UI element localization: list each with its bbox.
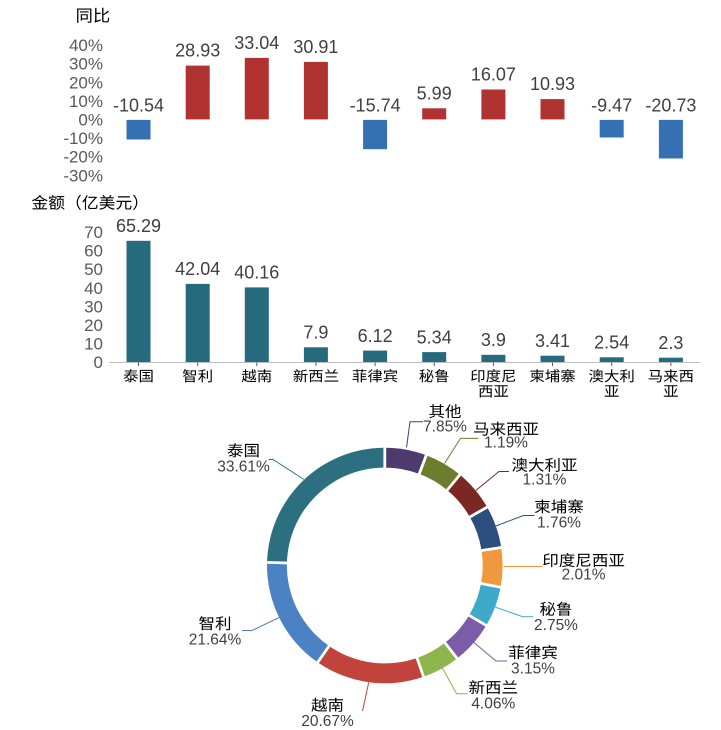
svg-text:7.9: 7.9	[303, 323, 328, 343]
svg-text:65.29: 65.29	[116, 216, 161, 236]
svg-text:-15.74: -15.74	[350, 96, 401, 116]
svg-text:40: 40	[84, 279, 103, 298]
svg-text:10%: 10%	[69, 92, 103, 111]
svg-text:-10%: -10%	[63, 129, 103, 148]
svg-text:-10.54: -10.54	[113, 96, 164, 116]
svg-text:16.07: 16.07	[471, 65, 516, 85]
svg-text:2.75%: 2.75%	[534, 617, 578, 634]
svg-text:4.06%: 4.06%	[471, 696, 515, 713]
svg-text:70: 70	[84, 223, 103, 242]
svg-text:0%: 0%	[78, 111, 103, 130]
svg-text:3.15%: 3.15%	[511, 661, 555, 678]
svg-text:5.99: 5.99	[417, 83, 452, 103]
svg-text:60: 60	[84, 242, 103, 261]
svg-text:5.34: 5.34	[417, 327, 452, 347]
svg-text:-30%: -30%	[63, 166, 103, 185]
svg-text:7.85%: 7.85%	[423, 418, 467, 435]
svg-text:-20.73: -20.73	[645, 96, 696, 116]
svg-text:2.01%: 2.01%	[562, 567, 606, 584]
svg-text:20.67%: 20.67%	[301, 713, 354, 730]
svg-text:20%: 20%	[69, 73, 103, 92]
svg-text:30: 30	[84, 297, 103, 316]
svg-text:33.04: 33.04	[234, 33, 279, 53]
svg-text:20: 20	[84, 316, 103, 335]
svg-text:40%: 40%	[69, 36, 103, 55]
svg-text:33.61%: 33.61%	[217, 459, 270, 476]
svg-text:21.64%: 21.64%	[189, 631, 242, 648]
svg-text:1.19%: 1.19%	[484, 434, 528, 451]
svg-text:1.31%: 1.31%	[523, 471, 567, 488]
svg-text:0: 0	[94, 353, 103, 372]
svg-text:42.04: 42.04	[175, 259, 220, 279]
svg-text:30%: 30%	[69, 55, 103, 74]
svg-text:30.91: 30.91	[293, 37, 338, 57]
svg-text:40.16: 40.16	[234, 263, 279, 283]
svg-text:10.93: 10.93	[530, 74, 575, 94]
svg-text:10: 10	[84, 335, 103, 354]
svg-text:50: 50	[84, 260, 103, 279]
svg-text:1.76%: 1.76%	[537, 515, 581, 532]
svg-text:28.93: 28.93	[175, 41, 220, 61]
svg-text:3.9: 3.9	[481, 330, 506, 350]
svg-text:2.54: 2.54	[594, 333, 629, 353]
svg-text:-9.47: -9.47	[591, 96, 632, 116]
svg-text:-20%: -20%	[63, 148, 103, 167]
svg-text:2.3: 2.3	[658, 333, 683, 353]
svg-text:6.12: 6.12	[358, 326, 393, 346]
svg-text:3.41: 3.41	[535, 331, 570, 351]
